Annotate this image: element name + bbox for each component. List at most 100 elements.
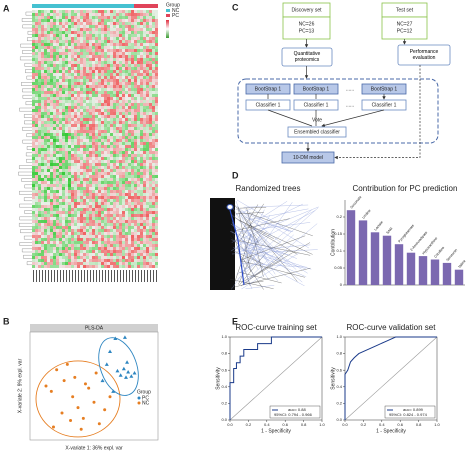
heatmap-cell <box>104 22 107 25</box>
heatmap-cell <box>35 178 38 181</box>
heatmap-cell <box>128 211 131 214</box>
heatmap-cell <box>74 49 77 52</box>
heatmap-cell <box>152 265 155 268</box>
heatmap-cell <box>116 79 119 82</box>
heatmap-cell <box>131 22 134 25</box>
heatmap-cell <box>77 187 80 190</box>
heatmap-cell <box>50 226 53 229</box>
point <box>104 362 109 366</box>
heatmap-cell <box>143 16 146 19</box>
heatmap-cell <box>86 127 89 130</box>
heatmap-cell <box>137 148 140 151</box>
heatmap-cell <box>98 241 101 244</box>
heatmap-cell <box>119 193 122 196</box>
heatmap-cell <box>110 112 113 115</box>
heatmap-cell <box>131 235 134 238</box>
heatmap-cell <box>62 64 65 67</box>
heatmap-cell <box>35 22 38 25</box>
heatmap-cell <box>146 28 149 31</box>
heatmap-cell <box>125 199 128 202</box>
heatmap-cell <box>155 40 158 43</box>
heatmap-cell <box>83 37 86 40</box>
heatmap-cell <box>125 253 128 256</box>
heatmap-cell <box>95 97 98 100</box>
heatmap-cell <box>104 175 107 178</box>
heatmap-cell <box>125 79 128 82</box>
heatmap-cell <box>101 34 104 37</box>
heatmap-cell <box>125 238 128 241</box>
heatmap-cell <box>101 106 104 109</box>
heatmap-cell <box>140 226 143 229</box>
heatmap-cell <box>92 118 95 121</box>
heatmap-cell <box>143 10 146 13</box>
heatmap-cell <box>44 109 47 112</box>
heatmap-cell <box>101 25 104 28</box>
heatmap-cell <box>80 28 83 31</box>
point <box>118 373 123 377</box>
heatmap-cell <box>149 160 152 163</box>
heatmap-cell <box>101 259 104 262</box>
heatmap-cell <box>104 166 107 169</box>
heatmap-cell <box>44 85 47 88</box>
heatmap-cell <box>74 244 77 247</box>
heatmap-cell <box>77 16 80 19</box>
heatmap-cell <box>65 103 68 106</box>
heatmap-cell <box>77 247 80 250</box>
heatmap-cell <box>68 100 71 103</box>
heatmap-cell <box>50 244 53 247</box>
heatmap-cell <box>74 232 77 235</box>
heatmap-cell <box>71 37 74 40</box>
heatmap-cell <box>59 28 62 31</box>
heatmap-cell <box>110 247 113 250</box>
heatmap-cell <box>122 226 125 229</box>
heatmap-cell <box>59 265 62 268</box>
heatmap-cell <box>125 70 128 73</box>
heatmap-cell <box>110 22 113 25</box>
heatmap-cell <box>44 13 47 16</box>
heatmap-cell <box>128 142 131 145</box>
heatmap-cell <box>110 79 113 82</box>
heatmap-cell <box>92 265 95 268</box>
category-label: Lactate <box>373 220 383 231</box>
heatmap-cell <box>83 61 86 64</box>
heatmap-cell <box>104 259 107 262</box>
heatmap-cell <box>140 244 143 247</box>
heatmap-cell <box>152 235 155 238</box>
heatmap-cell <box>47 241 50 244</box>
heatmap-cell <box>89 43 92 46</box>
heatmap-cell <box>101 124 104 127</box>
heatmap-cell <box>65 247 68 250</box>
heatmap-cell <box>119 169 122 172</box>
heatmap-cell <box>56 256 59 259</box>
heatmap-cell <box>50 55 53 58</box>
heatmap-cell <box>122 223 125 226</box>
heatmap-cell <box>44 40 47 43</box>
heatmap-cell <box>104 67 107 70</box>
heatmap-cell <box>47 22 50 25</box>
heatmap-cell <box>119 166 122 169</box>
heatmap-cell <box>137 220 140 223</box>
heatmap-cell <box>47 217 50 220</box>
heatmap-cell <box>92 175 95 178</box>
tree-edge <box>231 205 276 275</box>
heatmap-cell <box>110 265 113 268</box>
heatmap-cell <box>128 145 131 148</box>
y-tick-label: 0.15 <box>334 231 343 236</box>
heatmap-cell <box>62 220 65 223</box>
heatmap-cell <box>71 142 74 145</box>
heatmap-cell <box>89 136 92 139</box>
heatmap-cell <box>104 145 107 148</box>
heatmap-cell <box>128 184 131 187</box>
heatmap-cell <box>65 31 68 34</box>
heatmap-cell <box>41 97 44 100</box>
heatmap-cell <box>41 103 44 106</box>
heatmap-cell <box>35 76 38 79</box>
group-bar <box>98 4 101 8</box>
heatmap-cell <box>77 160 80 163</box>
heatmap-cell <box>92 139 95 142</box>
heatmap-cell <box>53 79 56 82</box>
heatmap-cell <box>104 199 107 202</box>
heatmap-cell <box>155 13 158 16</box>
heatmap-cell <box>128 247 131 250</box>
heatmap-cell <box>95 253 98 256</box>
